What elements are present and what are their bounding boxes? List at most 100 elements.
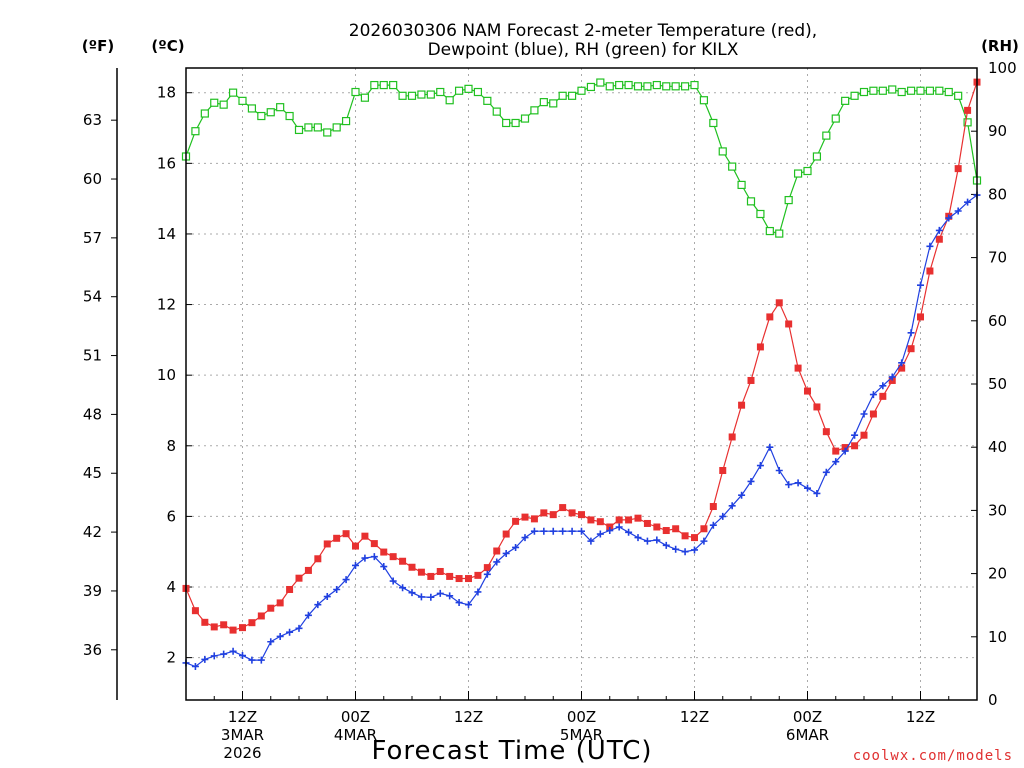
time-tick-label: 12Z (228, 708, 257, 726)
dewpoint-point (681, 548, 689, 556)
dewpoint-point (832, 458, 840, 466)
temperature-point (738, 401, 746, 409)
dewpoint-point (634, 534, 642, 542)
x-axis-label: Forecast Time (UTC) (371, 736, 652, 766)
time-tick-label: 12Z (454, 708, 483, 726)
celsius-tick-label: 8 (166, 437, 176, 455)
rh-tick-label: 40 (988, 438, 1007, 456)
rh-point (577, 86, 586, 95)
rh-point (389, 80, 398, 90)
rh-point (737, 180, 746, 190)
rh-tick-label: 90 (988, 122, 1007, 140)
dewpoint-point (342, 576, 350, 584)
dewpoint-point (191, 662, 199, 670)
temperature-point (709, 503, 717, 511)
temperature-point (606, 523, 614, 531)
temperature-point (625, 516, 633, 524)
dewpoint-point (436, 589, 444, 597)
dewpoint-point (596, 530, 604, 538)
fahrenheit-unit-label: (ºF) (82, 37, 114, 55)
temperature-point (634, 514, 642, 522)
dewpoint-point (775, 467, 783, 475)
time-tick-label: 00Z (567, 708, 596, 726)
rh-point (746, 197, 756, 206)
rh-point (954, 91, 963, 100)
rh-point (200, 109, 209, 118)
rh-point (652, 80, 661, 90)
dewpoint-point (587, 537, 595, 545)
dewpoint-point (709, 521, 717, 529)
dewpoint-point (653, 536, 661, 544)
rh-point (351, 87, 360, 97)
dewpoint-point (662, 541, 670, 549)
dewpoint-point (380, 563, 388, 571)
rh-point (238, 96, 247, 105)
dewpoint-point (860, 410, 868, 418)
temperature-point (295, 574, 303, 582)
rh-point (841, 96, 850, 105)
dewpoint-point (304, 611, 312, 619)
rh-point (539, 98, 548, 107)
chart-title-line-2: Dewpoint (blue), RH (green) for KILX (428, 40, 739, 60)
temperature-point (201, 618, 209, 626)
dewpoint-point (804, 484, 811, 492)
temperature-point (191, 607, 199, 615)
dewpoint-point (907, 329, 915, 337)
dewpoint-point (530, 527, 538, 535)
fahrenheit-tick-label: 36 (83, 641, 102, 659)
rh-point (379, 80, 388, 90)
dewpoint-point (512, 543, 520, 551)
dewpoint-point (549, 527, 557, 535)
temperature-point (587, 516, 595, 524)
temperature-point (578, 511, 585, 519)
time-tick-label: 2026 (223, 744, 261, 762)
celsius-tick-label: 2 (166, 649, 176, 667)
time-tick-label: 6MAR (786, 726, 829, 744)
dewpoint-point (841, 447, 849, 455)
dewpoint-point (945, 214, 953, 222)
rh-point (793, 169, 803, 178)
temperature-point (399, 557, 407, 565)
dewpoint-point (286, 628, 294, 636)
rh-point (718, 147, 727, 156)
dewpoint-point (813, 489, 821, 497)
rh-point (869, 86, 878, 95)
temperature-point (248, 619, 256, 627)
rh-tick-label: 50 (988, 375, 1007, 393)
dewpoint-point (851, 431, 859, 439)
dewpoint-point (276, 632, 284, 640)
rh-point (464, 84, 473, 93)
temperature-point (568, 509, 576, 517)
dewpoint-point (502, 549, 510, 557)
credit-text: coolwx.com/models (853, 748, 1013, 764)
rh-point (878, 86, 887, 95)
rh-point (906, 86, 916, 95)
dewpoint-point (625, 528, 633, 536)
rh-point (530, 106, 539, 115)
rh-point (436, 87, 445, 97)
temperature-point (691, 534, 698, 542)
rh-point (812, 152, 822, 161)
rh-point (633, 82, 643, 91)
rh-point (728, 162, 737, 171)
rh-tick-label: 70 (988, 249, 1007, 267)
rh-point (605, 82, 614, 91)
fahrenheit-tick-label: 57 (83, 229, 102, 247)
rh-point (888, 85, 897, 94)
dewpoint-point (954, 207, 962, 215)
rh-point (916, 86, 925, 95)
temperature-point (380, 548, 388, 556)
dewpoint-point (822, 468, 830, 476)
dewpoint-point (559, 527, 567, 535)
rh-point (850, 91, 859, 100)
temperature-point (286, 585, 294, 593)
temperature-point (860, 431, 868, 439)
rh-point (822, 131, 831, 140)
temperature-point (869, 410, 877, 418)
fahrenheit-tick-label: 48 (83, 405, 102, 423)
temperature-point (700, 525, 708, 533)
rh-tick-label: 0 (988, 691, 998, 709)
rh-point (944, 87, 953, 97)
time-tick-label: 00Z (793, 708, 822, 726)
